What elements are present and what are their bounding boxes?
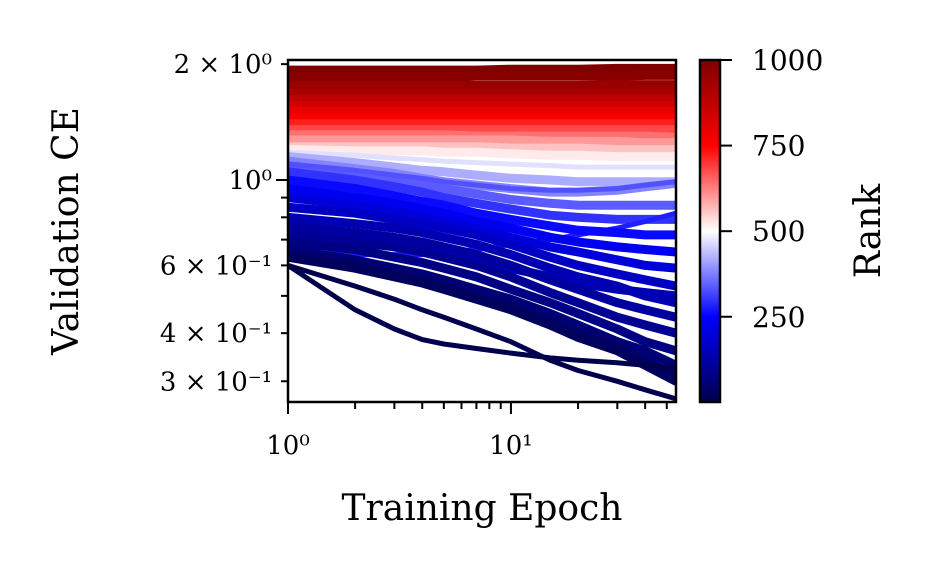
- series-line-rank-120: [288, 221, 676, 322]
- series-line-rank-420: [288, 152, 676, 187]
- series-line-rank-600: [288, 135, 676, 148]
- series-line-rank-470: [288, 149, 676, 170]
- y-axis-title: Validation CE: [46, 107, 87, 356]
- x-axis: 10⁰ 10¹: [266, 402, 668, 461]
- y-tick-label: 4 × 10⁻¹: [160, 319, 272, 349]
- series-line-rank-1: [288, 262, 676, 371]
- series-line-rank-80: [288, 237, 676, 356]
- colorbar: 250 500 750 1000 Rank: [698, 44, 889, 404]
- series-line-rank-25: [288, 252, 676, 386]
- colorbar-tick-label: 750: [752, 130, 805, 163]
- series-line-rank-170: [288, 202, 676, 291]
- series-line-rank-950: [288, 80, 676, 90]
- colorbar-tick-label: 250: [752, 301, 805, 334]
- series-line-rank-260: [288, 175, 676, 240]
- colorbar-tick-label: 1000: [752, 44, 823, 77]
- series-line-rank-330: [288, 161, 676, 193]
- x-axis-title: Training Epoch: [342, 488, 623, 529]
- x-tick-label: 10¹: [489, 431, 533, 461]
- y-tick-label: 10⁰: [228, 166, 272, 196]
- colorbar-title: Rank: [848, 183, 889, 279]
- series-line-rank-520: [288, 145, 676, 162]
- series-line-rank-300: [288, 167, 676, 224]
- colorbar-ticks: 250 500 750 1000: [720, 44, 823, 334]
- series-line-rank-1000: [288, 63, 676, 75]
- series-line-rank-230: [288, 184, 676, 257]
- plot-frame: [286, 58, 678, 404]
- x-tick-label: 10⁰: [266, 431, 310, 461]
- y-tick-label: 3 × 10⁻¹: [160, 367, 272, 397]
- y-axis: 2 × 10⁰ 10⁰ 6 × 10⁻¹ 4 × 10⁻¹ 3 × 10⁻¹: [160, 50, 288, 397]
- colorbar-gradient: [700, 60, 720, 402]
- series-lines: [288, 63, 676, 402]
- series-line-rank-5: [288, 262, 676, 402]
- series-line-rank-145: [288, 212, 676, 308]
- series-line-rank-980: [288, 70, 676, 82]
- y-tick-label: 6 × 10⁻¹: [160, 251, 272, 281]
- colorbar-tick-label: 500: [752, 215, 805, 248]
- series-line-rank-60: [288, 245, 676, 370]
- series-line-rank-340: [288, 161, 676, 210]
- series-line-rank-200: [288, 193, 676, 273]
- series-line-rank-100: [288, 230, 676, 338]
- y-tick-label: 2 × 10⁰: [174, 50, 272, 80]
